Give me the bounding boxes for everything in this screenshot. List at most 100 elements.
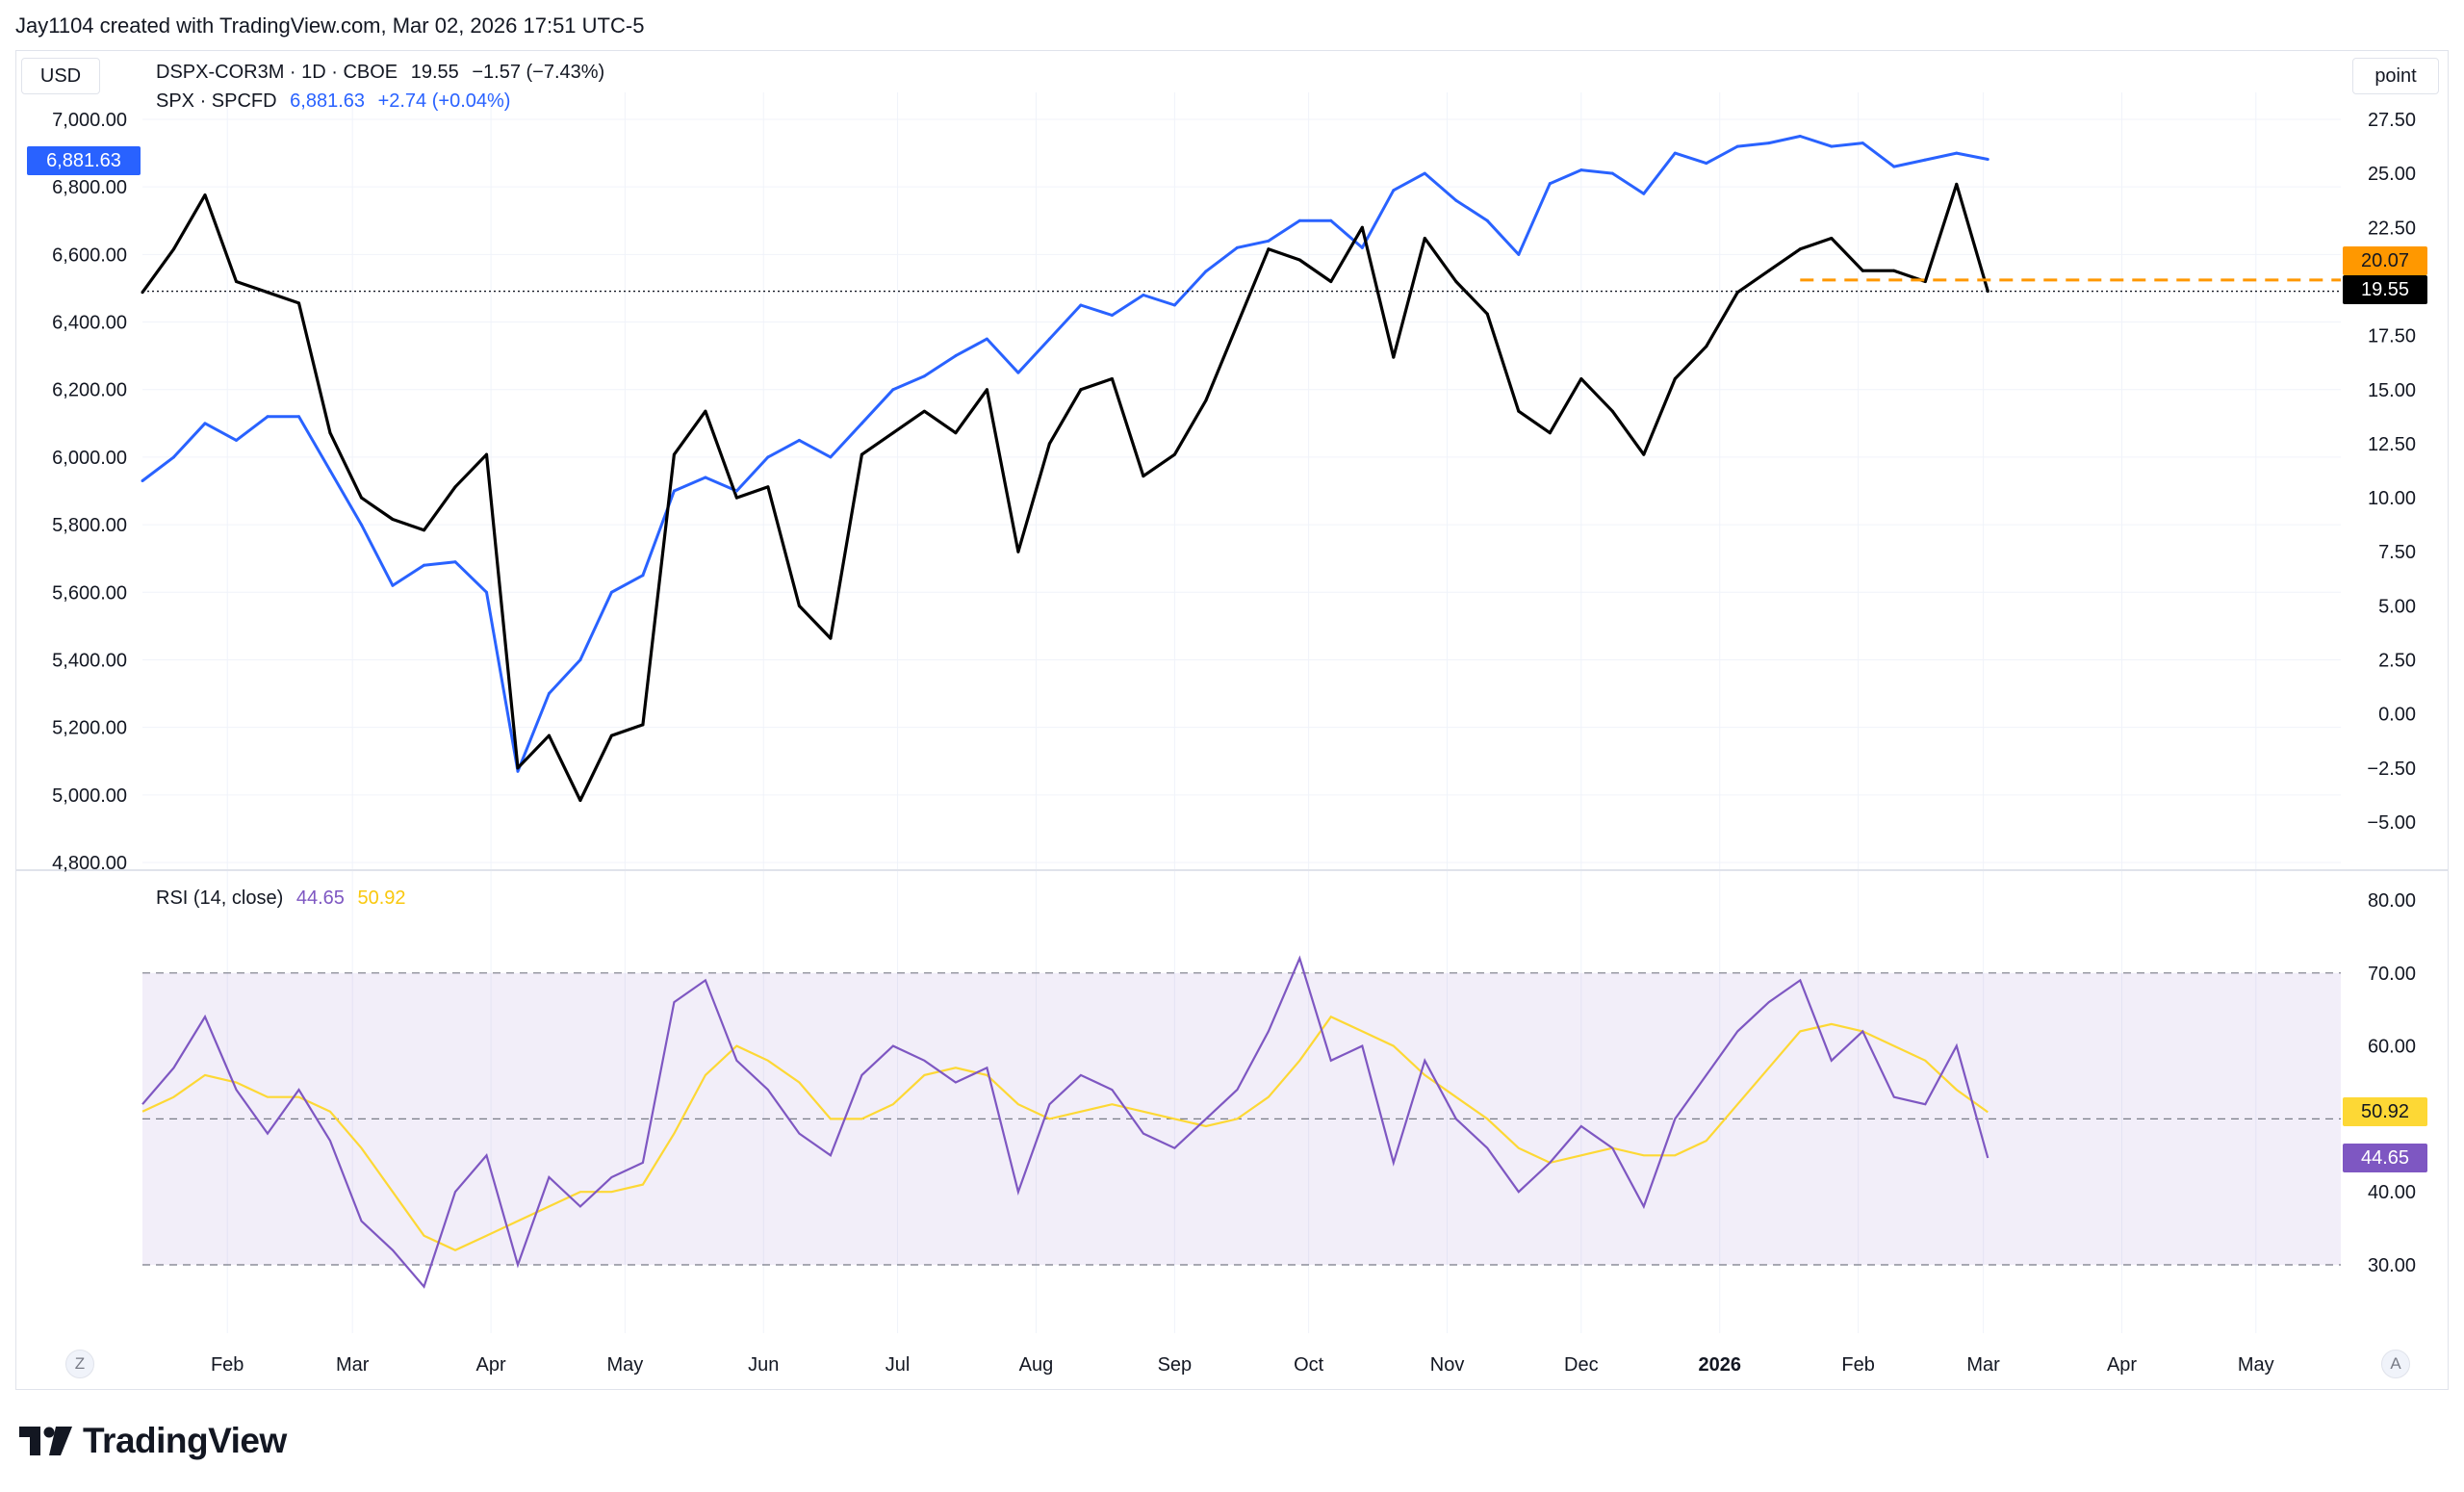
dspx-data-point [1392,355,1396,359]
spx-data-point [1142,293,1145,296]
spx-data-point [141,478,144,482]
rsi-value-badge-text: 44.65 [2360,1146,2410,1169]
left-axis-tick: 5,400.00 [52,650,127,671]
dspx-data-point [516,766,520,770]
spx-data-point [1016,371,1020,374]
spx-data-point [1360,245,1364,249]
dspx-data-point [484,452,488,456]
dspx-data-point [359,496,363,500]
spx-series-line [141,135,1989,773]
spx-data-point [1329,219,1333,222]
dspx-data-point [891,431,895,435]
spx-data-point [1392,189,1396,193]
x-axis-tick: Sep [1158,1354,1193,1376]
dspx-last-price-text: 19.55 [2360,278,2410,300]
spx-data-point [1297,219,1301,222]
dspx-data-point [1485,312,1489,316]
spx-data-point [328,469,332,473]
dspx-data-point [1267,247,1270,251]
spx-data-point [1454,198,1458,202]
dspx-series-line [141,182,1989,803]
legend-dspx-name: DSPX-COR3M · 1D · CBOE [156,62,398,83]
legend-dspx-change: −1.57 (−7.43%) [472,62,605,83]
legend-rsi-title: RSI (14, close) [156,887,284,909]
currency-button[interactable]: USD [21,58,100,94]
attribution-text: Jay1104 created with TradingView.com, Ma… [15,13,645,38]
spx-data-point [829,455,833,459]
dspx-data-point [1142,475,1145,478]
legend-rsi-ma-value: 50.92 [357,887,406,909]
x-axis-tick: Mar [1966,1354,2000,1376]
spx-data-point [296,415,300,419]
spx-data-point [578,657,582,661]
dspx-data-point [829,636,833,640]
legend-rsi-value: 44.65 [295,887,345,909]
spx-data-point [1705,162,1708,166]
spx-data-point [1861,141,1864,145]
spx-data-point [1986,158,1989,162]
dspx-data-point [1110,377,1114,381]
dspx-data-point [672,452,676,456]
dspx-data-point [1517,409,1521,413]
legend-spx[interactable]: SPX · SPCFD 6,881.63 +2.74 (+0.04%) [156,90,510,113]
dspx-data-point [1705,345,1708,348]
dspx-data-point [1079,388,1083,392]
tradingview-logo-text: TradingView [83,1421,287,1460]
right-axis-tick: −2.50 [2367,759,2416,780]
legend-rsi[interactable]: RSI (14, close) 44.65 50.92 [156,887,406,910]
legend-dspx-last: 19.55 [410,62,459,83]
spx-data-point [1735,144,1739,148]
dspx-data-point [1172,452,1176,456]
dspx-data-point [1016,550,1020,553]
spx-data-point [891,388,895,392]
x-axis-tick: Apr [476,1354,506,1376]
legend-spx-change: +2.74 (+0.04%) [377,90,511,112]
dspx-data-point [1986,290,1989,294]
scale-mode-label: point [2374,64,2417,87]
dspx-data-point [1235,322,1239,326]
right-axis-tick: −5.00 [2367,812,2416,834]
dspx-data-point [641,723,645,727]
spx-data-point [1642,192,1646,195]
left-axis-tick: 6,000.00 [52,448,127,469]
dspx-data-point [1047,442,1051,446]
legend-dspx[interactable]: DSPX-COR3M · 1D · CBOE 19.55 −1.57 (−7.4… [156,62,604,84]
spx-data-point [704,476,707,479]
dspx-data-point [1579,377,1583,381]
auto-scale-button[interactable]: A [2381,1350,2410,1378]
spx-last-price-badge: 6,881.63 [27,146,141,175]
legend-spx-last: 6,881.63 [290,90,365,112]
overlay-layer [142,278,2341,293]
spx-data-point [797,438,801,442]
spx-data-point [1673,151,1677,155]
series-layer [141,135,1989,1289]
right-axis-tick: 25.00 [2368,164,2416,185]
right-axis-tick: 2.50 [2378,651,2416,672]
x-axis-tick: Mar [336,1354,370,1376]
spx-data-point [1110,314,1114,318]
dspx-data-point [609,733,613,737]
dspx-data-point [422,528,425,532]
legend-spx-name: SPX · SPCFD [156,90,277,112]
dspx-data-point [171,247,175,251]
spx-data-point [1172,303,1176,307]
dspx-data-point [1767,269,1771,272]
dspx-data-point [1673,377,1677,381]
spx-data-point [359,523,363,527]
spx-data-point [1548,182,1552,186]
scale-mode-button[interactable]: point [2352,58,2439,94]
dspx-data-point [391,518,395,522]
spx-data-point [1955,151,1959,155]
tradingview-logo-icon [19,1427,72,1455]
rsi-line [141,955,1989,1289]
tradingview-logo[interactable]: TradingView [19,1421,287,1461]
dspx-data-point [860,452,863,456]
reference-price-text: 20.07 [2360,249,2410,271]
zoom-reset-button[interactable]: Z [65,1350,94,1378]
spx-data-point [422,563,425,567]
right-axis-tick: 5.00 [2378,596,2416,617]
right-axis-tick: 15.00 [2368,380,2416,401]
left-axis-tick: 7,000.00 [52,110,127,131]
dspx-data-point [1297,258,1301,262]
